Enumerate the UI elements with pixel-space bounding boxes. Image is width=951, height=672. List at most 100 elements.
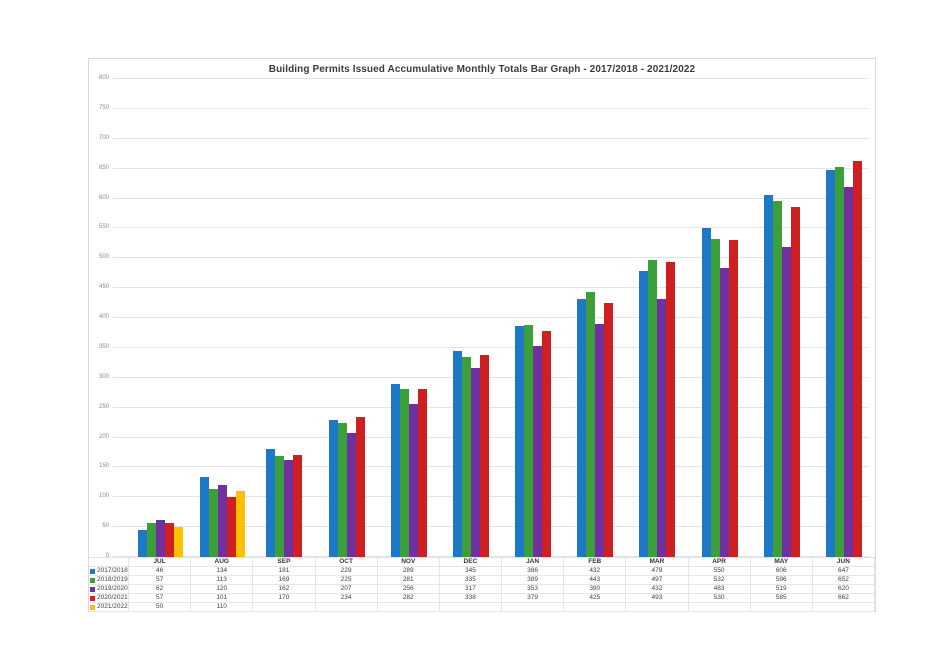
- y-axis-label: 650: [98, 164, 109, 171]
- bar-2021-2022-aug: [235, 491, 245, 557]
- bar-2017-2018-aug: [199, 476, 209, 557]
- table-corner-cell: [89, 558, 129, 567]
- y-axis-label: 350: [98, 343, 109, 350]
- data-table: JUL AUG SEP OCT NOV DEC JAN FEB MAR APR MAY JUN 2017…: [89, 557, 875, 612]
- month-header-apr: APR: [688, 558, 751, 567]
- bar-2019-2020-dec: [470, 367, 480, 557]
- bar-2017-2018-sep: [266, 448, 276, 557]
- bar-2017-2018-apr: [701, 228, 711, 557]
- value-cell-2017-2018-may: 606: [750, 567, 813, 576]
- bar-group-apr: [689, 79, 751, 557]
- bar-2017-2018-feb: [577, 298, 587, 557]
- bar-2020-2021-aug: [226, 496, 236, 557]
- bar-group-feb: [564, 79, 626, 557]
- y-axis-label: 600: [98, 194, 109, 201]
- bar-2019-2020-apr: [719, 268, 729, 557]
- gridline: 250: [99, 404, 869, 410]
- value-cell-2019-2020-sep: 162: [253, 585, 316, 594]
- gridline: 300: [99, 374, 869, 380]
- value-cell-2019-2020-jan: 353: [502, 585, 565, 594]
- legend-label: 2018/2019: [97, 576, 128, 583]
- value-cell-2020-2021-mar: 493: [626, 594, 689, 603]
- gridline: 700: [99, 135, 869, 141]
- value-cell-2018-2019-may: 596: [750, 576, 813, 585]
- month-header-nov: NOV: [377, 558, 440, 567]
- value-cell-2020-2021-feb: 425: [564, 594, 627, 603]
- gridline: 50: [102, 523, 869, 529]
- bar-2020-2021-jan: [542, 330, 552, 557]
- bar-2018-2019-aug: [208, 489, 218, 557]
- bar-group-dec: [440, 79, 502, 557]
- month-header-sep: SEP: [253, 558, 316, 567]
- value-cell-2019-2020-apr: 483: [688, 585, 751, 594]
- value-cell-2017-2018-oct: 229: [315, 567, 378, 576]
- value-cell-2018-2019-feb: 443: [564, 576, 627, 585]
- bar-2020-2021-may: [790, 207, 800, 557]
- value-cell-2019-2020-aug: 120: [191, 585, 254, 594]
- legend-swatch: [90, 568, 95, 574]
- legend-label: 2021/2022: [97, 603, 128, 610]
- value-cell-2018-2019-dec: 335: [439, 576, 502, 585]
- bar-2018-2019-feb: [586, 292, 596, 557]
- value-cell-2021-2022-nov: [377, 603, 440, 612]
- value-cell-2020-2021-jan: 379: [502, 594, 565, 603]
- plot-area: 800 750 700 650 600 550 500 450 400 350 300 250 200 1…: [99, 75, 869, 559]
- chart-title: Building Permits Issued Accumulative Mon…: [268, 64, 696, 75]
- legend-cell-2018-2019: 2018/2019: [89, 576, 129, 585]
- value-cell-2021-2022-apr: [688, 603, 751, 612]
- y-axis-label: 0: [105, 553, 109, 559]
- legend-swatch: [90, 604, 95, 610]
- value-cell-2019-2020-may: 519: [750, 585, 813, 594]
- gridline: 500: [99, 254, 869, 260]
- bar-2020-2021-nov: [417, 388, 427, 557]
- bar-2020-2021-dec: [479, 355, 489, 557]
- value-cell-2017-2018-jan: 386: [502, 567, 565, 576]
- gridline: 550: [99, 224, 869, 230]
- y-axis-label: 150: [98, 463, 109, 470]
- legend-label: 2020/2021: [97, 594, 128, 601]
- bar-2020-2021-jun: [852, 161, 862, 557]
- bar-2019-2020-jul: [155, 519, 165, 557]
- bar-2017-2018-oct: [328, 420, 338, 557]
- bar-2019-2020-mar: [657, 298, 667, 557]
- value-cell-2017-2018-mar: 479: [626, 567, 689, 576]
- bar-2018-2019-mar: [648, 260, 658, 557]
- legend-swatch: [90, 586, 95, 592]
- y-axis-label: 450: [98, 284, 109, 291]
- value-cell-2019-2020-oct: 207: [315, 585, 378, 594]
- value-cell-2021-2022-aug: 110: [191, 603, 254, 612]
- y-axis-label: 100: [98, 493, 109, 500]
- bar-2017-2018-jun: [825, 170, 835, 557]
- value-cell-2018-2019-jan: 389: [502, 576, 565, 585]
- value-cell-2017-2018-jun: 647: [812, 567, 875, 576]
- value-cell-2018-2019-aug: 113: [191, 576, 254, 585]
- y-axis-label: 500: [98, 254, 109, 261]
- bar-group-jul: [129, 79, 191, 557]
- value-cell-2017-2018-sep: 181: [253, 567, 316, 576]
- value-cell-2021-2022-jun: [812, 603, 875, 612]
- month-header-oct: OCT: [315, 558, 378, 567]
- bar-2017-2018-jan: [515, 326, 525, 557]
- bar-2018-2019-nov: [399, 389, 409, 557]
- value-cell-2018-2019-nov: 281: [377, 576, 440, 585]
- bar-2021-2022-jul: [173, 527, 183, 557]
- value-cell-2018-2019-jun: 652: [812, 576, 875, 585]
- month-header-aug: AUG: [191, 558, 254, 567]
- bar-2018-2019-jan: [524, 324, 534, 557]
- bar-2018-2019-sep: [275, 456, 285, 557]
- bar-2020-2021-jul: [164, 522, 174, 557]
- legend-cell-2019-2020: 2019/2020: [89, 585, 129, 594]
- value-cell-2021-2022-sep: [253, 603, 316, 612]
- value-cell-2019-2020-dec: 317: [439, 585, 502, 594]
- gridline: 0: [106, 553, 869, 559]
- month-header-feb: FEB: [564, 558, 627, 567]
- value-cell-2021-2022-oct: [315, 603, 378, 612]
- value-cell-2017-2018-apr: 550: [688, 567, 751, 576]
- gridline: 400: [99, 314, 869, 320]
- legend-label: 2017/2018: [97, 567, 128, 574]
- value-cell-2020-2021-dec: 338: [439, 594, 502, 603]
- legend-cell-2020-2021: 2020/2021: [89, 594, 129, 603]
- bar-2019-2020-oct: [346, 433, 356, 557]
- value-cell-2021-2022-mar: [626, 603, 689, 612]
- month-header-dec: DEC: [439, 558, 502, 567]
